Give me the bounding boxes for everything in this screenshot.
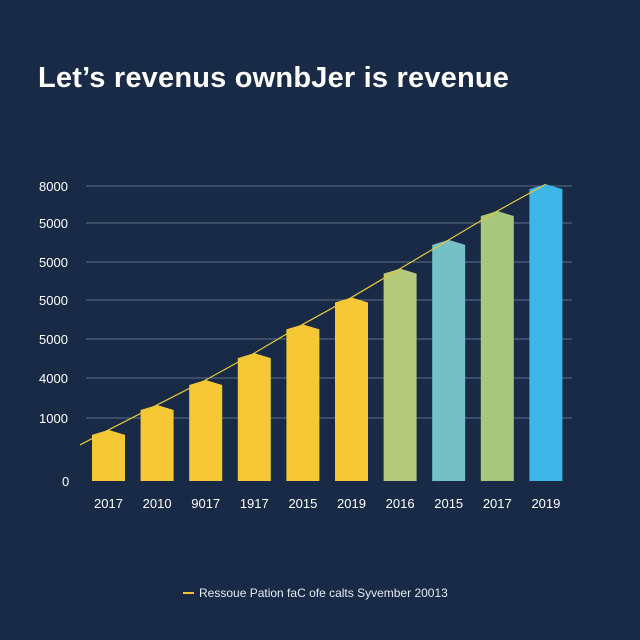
bar xyxy=(383,268,417,481)
bar xyxy=(92,429,125,481)
x-axis-tick-labels: 2017 2010 9017 1917 2015 2019 2016 2015 2017 2019 xyxy=(94,496,560,511)
x-tick-label: 9017 xyxy=(191,496,220,511)
legend-label: Ressoue Pation faC ofe calts Syvember 20… xyxy=(199,586,448,600)
y-axis-tick-labels: 0 1000 4000 5000 5000 5000 5000 8000 xyxy=(39,179,69,489)
legend-swatch xyxy=(183,592,194,594)
chart-title: Let’s revenus ownbJer is revenue xyxy=(38,62,510,94)
bar xyxy=(480,211,514,482)
bar xyxy=(286,324,320,481)
y-tick-label: 5000 xyxy=(39,216,68,231)
x-tick-label: 2010 xyxy=(143,496,172,511)
y-tick-label: 4000 xyxy=(39,371,68,386)
bar xyxy=(335,297,368,481)
y-tick-label: 5000 xyxy=(39,293,68,308)
bar xyxy=(189,380,223,481)
legend: Ressoue Pation faC ofe calts Syvember 20… xyxy=(183,586,448,600)
bar xyxy=(529,184,563,481)
y-tick-label: 5000 xyxy=(39,332,68,347)
x-tick-label: 2019 xyxy=(337,496,366,511)
y-tick-label: 8000 xyxy=(39,179,68,194)
trend-line-path xyxy=(79,183,547,446)
trend-line xyxy=(79,183,547,446)
x-tick-label: 2017 xyxy=(94,496,123,511)
x-tick-label: 2015 xyxy=(288,496,317,511)
x-tick-label: 2019 xyxy=(531,496,560,511)
x-tick-label: 2015 xyxy=(434,496,463,511)
bar xyxy=(432,239,466,481)
x-tick-label: 2017 xyxy=(483,496,512,511)
y-tick-label: 1000 xyxy=(39,411,68,426)
bars xyxy=(92,184,563,482)
y-tick-label: 5000 xyxy=(39,255,68,270)
bar xyxy=(237,353,271,481)
y-tick-label: 0 xyxy=(62,474,69,489)
x-tick-label: 2016 xyxy=(386,496,415,511)
bar xyxy=(140,404,174,481)
x-tick-label: 1917 xyxy=(240,496,269,511)
